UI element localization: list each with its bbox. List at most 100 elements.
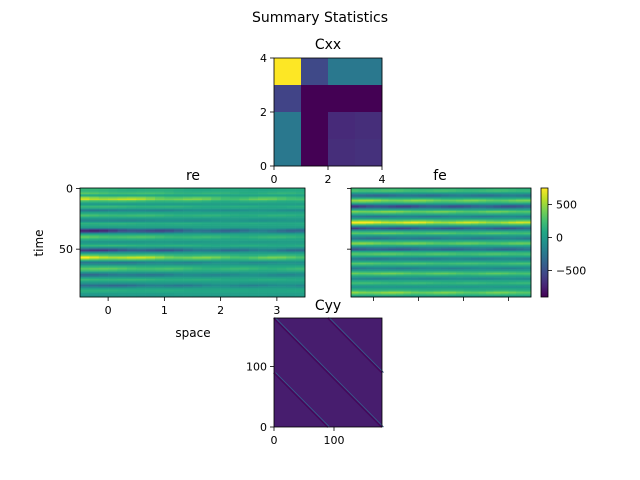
- re-cell: [267, 272, 278, 275]
- re-cell: [276, 220, 287, 223]
- fe-cell: [381, 227, 389, 230]
- fe-cell: [358, 295, 367, 298]
- re-cell: [220, 204, 231, 207]
- re-cell: [108, 284, 118, 287]
- re-cell: [211, 243, 221, 246]
- re-cell: [145, 258, 156, 260]
- fe-cell: [516, 269, 524, 271]
- fe-cell: [441, 270, 449, 272]
- fe-cell: [433, 211, 442, 213]
- fe-cell: [516, 250, 524, 253]
- re-cell: [98, 275, 109, 277]
- re-cell: [183, 259, 193, 261]
- re-cell: [173, 209, 184, 212]
- re-cell: [164, 289, 175, 292]
- fe-cell: [523, 242, 532, 245]
- re-cell: [136, 286, 146, 288]
- re-cell: [295, 236, 306, 238]
- fe-cell: [486, 259, 494, 261]
- fe-cell: [463, 238, 472, 241]
- fe-cell: [463, 254, 472, 257]
- fe-cell: [478, 206, 487, 208]
- re-cell: [164, 203, 175, 206]
- re-cell: [173, 190, 184, 192]
- fe-cell: [433, 188, 442, 190]
- fe-cell: [523, 244, 532, 247]
- fe-cell: [456, 242, 464, 245]
- fe-cell: [516, 248, 524, 251]
- re-cell: [267, 236, 278, 238]
- re-cell: [192, 217, 203, 219]
- re-cell: [220, 293, 231, 295]
- re-cell: [183, 234, 193, 236]
- fe-cell: [463, 213, 472, 215]
- re-cell: [98, 243, 109, 246]
- fe-cell: [418, 254, 427, 257]
- re-cell: [239, 280, 250, 282]
- fe-cell: [463, 290, 472, 293]
- re-cell: [98, 277, 109, 280]
- fe-cell: [351, 290, 359, 293]
- fe-cell: [351, 246, 359, 248]
- re-cell: [136, 294, 146, 297]
- re-cell: [183, 204, 193, 207]
- re-cell: [248, 198, 259, 201]
- re-cell: [239, 227, 250, 230]
- re-cell: [295, 211, 306, 213]
- re-cell: [173, 269, 184, 271]
- re-cell: [183, 263, 193, 265]
- fe-cell: [358, 194, 367, 196]
- fe-cell: [396, 257, 404, 259]
- re-cell: [164, 253, 175, 255]
- re-cell: [173, 252, 184, 254]
- re-cell: [145, 293, 156, 295]
- re-cell: [98, 249, 109, 252]
- re-cell: [276, 261, 287, 264]
- fe-cell: [456, 259, 464, 261]
- fe-cell: [516, 294, 524, 297]
- re-cell: [117, 252, 128, 254]
- fe-cell: [501, 188, 509, 190]
- re-cell: [201, 214, 212, 217]
- fe-cell: [516, 273, 524, 276]
- fe-cell: [366, 212, 374, 214]
- fe-cell: [373, 269, 382, 271]
- fe-cell: [471, 227, 479, 230]
- fe-cell: [516, 238, 524, 241]
- fe-cell: [508, 211, 517, 213]
- re-cell: [211, 188, 221, 190]
- fe-cell: [441, 209, 449, 212]
- fe-cell: [418, 289, 427, 292]
- fe-cell: [433, 197, 442, 200]
- re-cell: [164, 241, 175, 243]
- fe-cell: [486, 198, 494, 201]
- re-cell: [126, 208, 137, 211]
- re-cell: [295, 231, 306, 234]
- re-cell: [201, 206, 212, 208]
- re-cell: [295, 265, 306, 268]
- fe-cell: [501, 196, 509, 198]
- fe-cell: [388, 213, 397, 215]
- re-cell: [98, 269, 109, 271]
- re-cell: [164, 226, 175, 229]
- fe-cell: [381, 277, 389, 280]
- fe-cell: [448, 250, 457, 253]
- re-cell: [230, 254, 240, 257]
- fe-cell: [373, 280, 382, 282]
- re-cell: [295, 261, 306, 264]
- fe-cell: [448, 254, 457, 257]
- re-cell: [183, 295, 193, 298]
- fe-cell: [358, 208, 367, 211]
- fe-cell: [523, 217, 532, 219]
- cxx-cell: [355, 139, 383, 167]
- fe-cell: [523, 255, 532, 258]
- re-cell: [286, 259, 296, 261]
- fe-cell: [508, 192, 517, 195]
- fe-cell: [403, 224, 412, 226]
- re-cell: [155, 218, 165, 220]
- fe-cell: [418, 242, 427, 245]
- re-cell: [267, 292, 278, 294]
- re-cell: [239, 219, 250, 221]
- re-cell: [211, 264, 221, 266]
- fe-cell: [441, 202, 449, 205]
